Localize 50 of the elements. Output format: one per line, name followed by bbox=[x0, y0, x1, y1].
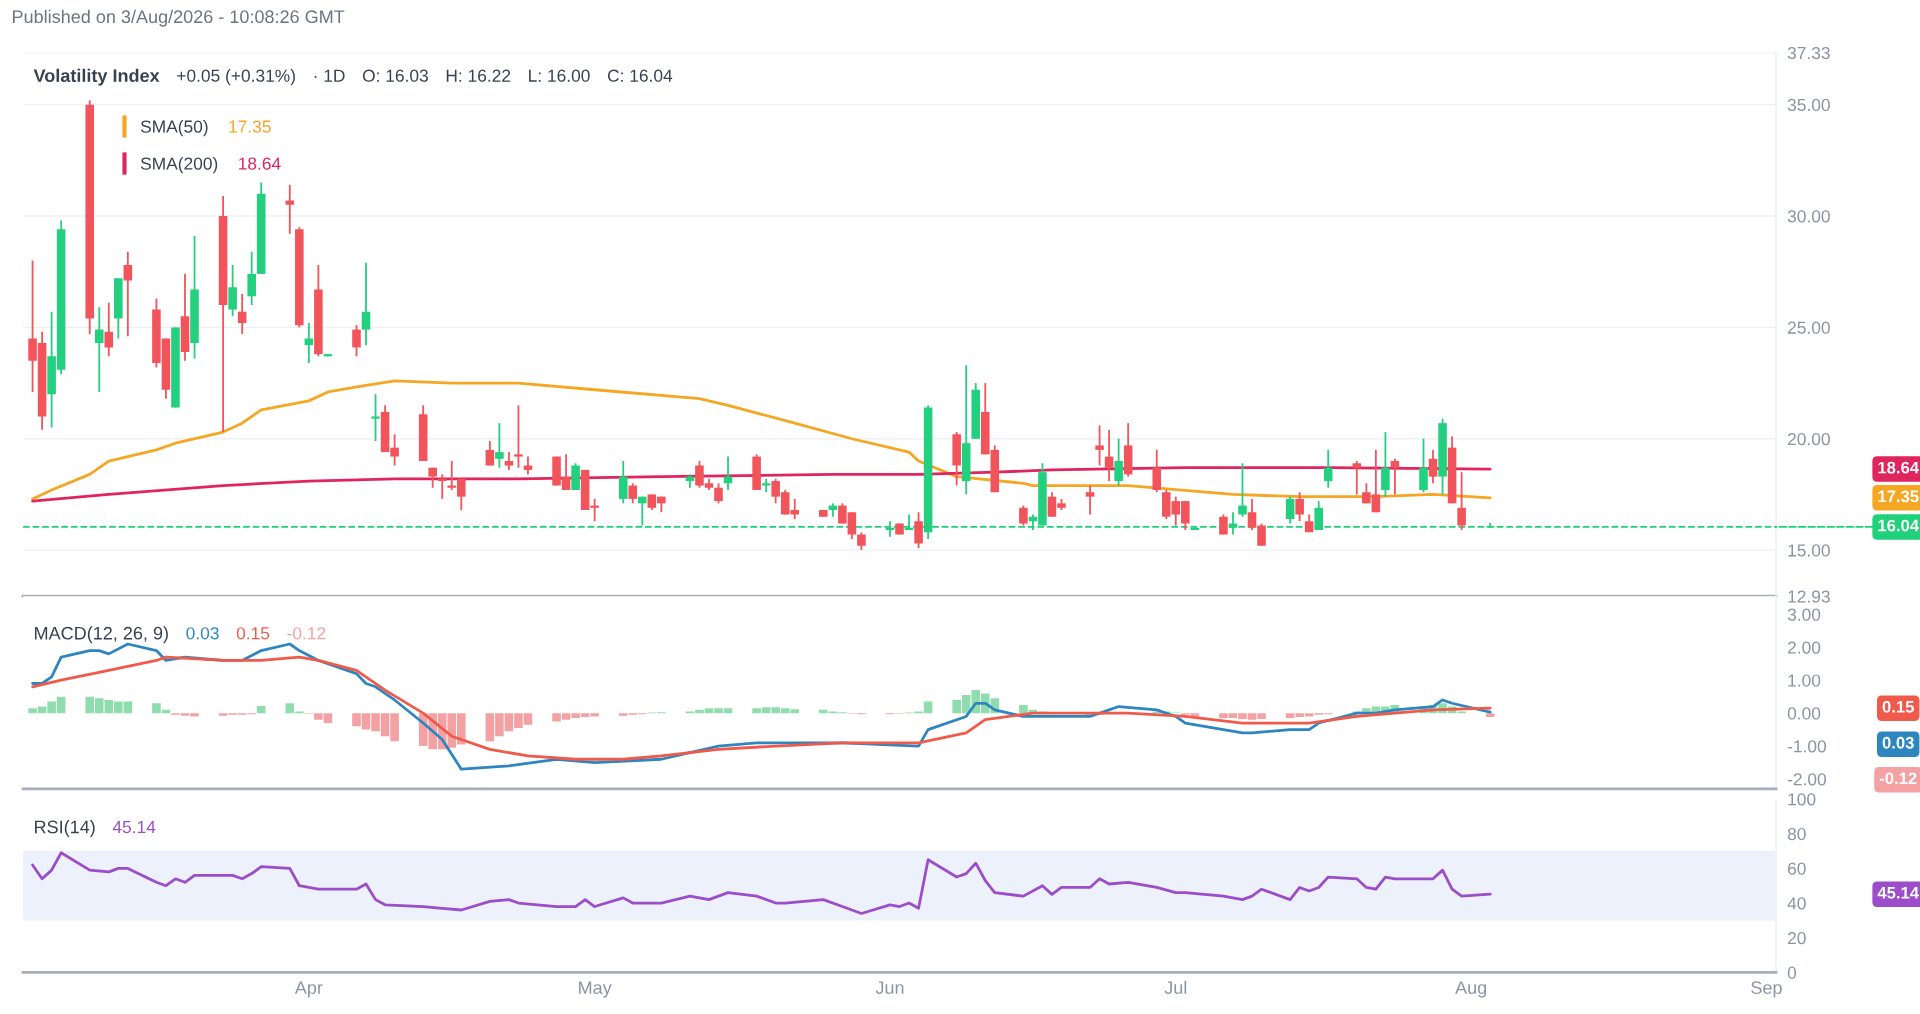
text: 0.03 bbox=[1882, 736, 1914, 749]
annotation: · 1D bbox=[314, 69, 345, 82]
text: 18.64 bbox=[1878, 461, 1919, 474]
x-tick-label: Sep bbox=[1751, 981, 1782, 998]
text: 0.15 bbox=[1882, 700, 1914, 713]
x-tick-label: Aug bbox=[1455, 981, 1487, 998]
annotation: +0.05 (+0.31%) bbox=[177, 69, 295, 86]
y-tick-label: 20 bbox=[1787, 931, 1806, 945]
x-tick-label: Jul bbox=[1164, 980, 1187, 995]
y-tick-label: 2.00 bbox=[1787, 641, 1821, 654]
annotation: 0.15 bbox=[236, 627, 270, 640]
text: Volatility Index bbox=[33, 68, 160, 86]
x-tick-label: May bbox=[579, 981, 612, 998]
annotation: -0.12 bbox=[287, 627, 326, 640]
x-tick-label: Jun bbox=[875, 981, 904, 995]
y-tick-label: 1.00 bbox=[1788, 674, 1821, 687]
text: MACD(12, 26, 9) bbox=[35, 626, 168, 644]
x-tick-label: Apr bbox=[294, 981, 323, 998]
y-tick-label: 80 bbox=[1787, 827, 1806, 841]
text: 45.14 bbox=[1877, 887, 1919, 899]
text: RSI(14) bbox=[35, 820, 95, 837]
y-tick-label: 30.00 bbox=[1787, 210, 1830, 223]
annotation: 0.03 bbox=[186, 627, 219, 640]
annotation: L: 16.00 bbox=[529, 69, 590, 82]
text: -0.12 bbox=[1879, 772, 1917, 785]
y-tick-label: 25.00 bbox=[1787, 321, 1830, 334]
y-tick-label: 15.00 bbox=[1788, 544, 1830, 557]
y-tick-label: 40 bbox=[1787, 897, 1806, 910]
annotation: C: 16.04 bbox=[607, 69, 673, 82]
annotation: O: 16.03 bbox=[362, 69, 428, 82]
y-tick-label: -1.00 bbox=[1787, 740, 1826, 753]
annotation: 45.14 bbox=[112, 821, 156, 834]
text: 17.35 bbox=[1878, 490, 1919, 503]
annotation: 17.35 bbox=[229, 120, 271, 133]
y-tick-label: 35.00 bbox=[1787, 98, 1830, 112]
y-tick-label: 12.93 bbox=[1788, 590, 1830, 603]
annotation: H: 16.22 bbox=[446, 69, 511, 82]
chart-subtitle: Published on 3/Aug/2026 - 10:08:26 GMT bbox=[13, 9, 345, 27]
y-tick-label: -2.00 bbox=[1787, 773, 1826, 786]
y-tick-label: 3.00 bbox=[1787, 608, 1821, 621]
annotation: 18.64 bbox=[239, 157, 281, 170]
y-tick-label: 100 bbox=[1788, 793, 1816, 806]
legend-label: SMA(50) bbox=[140, 119, 208, 137]
y-tick-label: 20.00 bbox=[1787, 432, 1830, 446]
legend-label: SMA(200) bbox=[140, 157, 218, 174]
ref-line-label: 16.04 bbox=[1878, 519, 1919, 532]
y-tick-label: 0 bbox=[1787, 966, 1797, 979]
y-tick-label: 0.00 bbox=[1787, 707, 1821, 720]
y-tick-label: 60 bbox=[1787, 862, 1806, 875]
y-tick-label: 37.33 bbox=[1787, 46, 1830, 60]
